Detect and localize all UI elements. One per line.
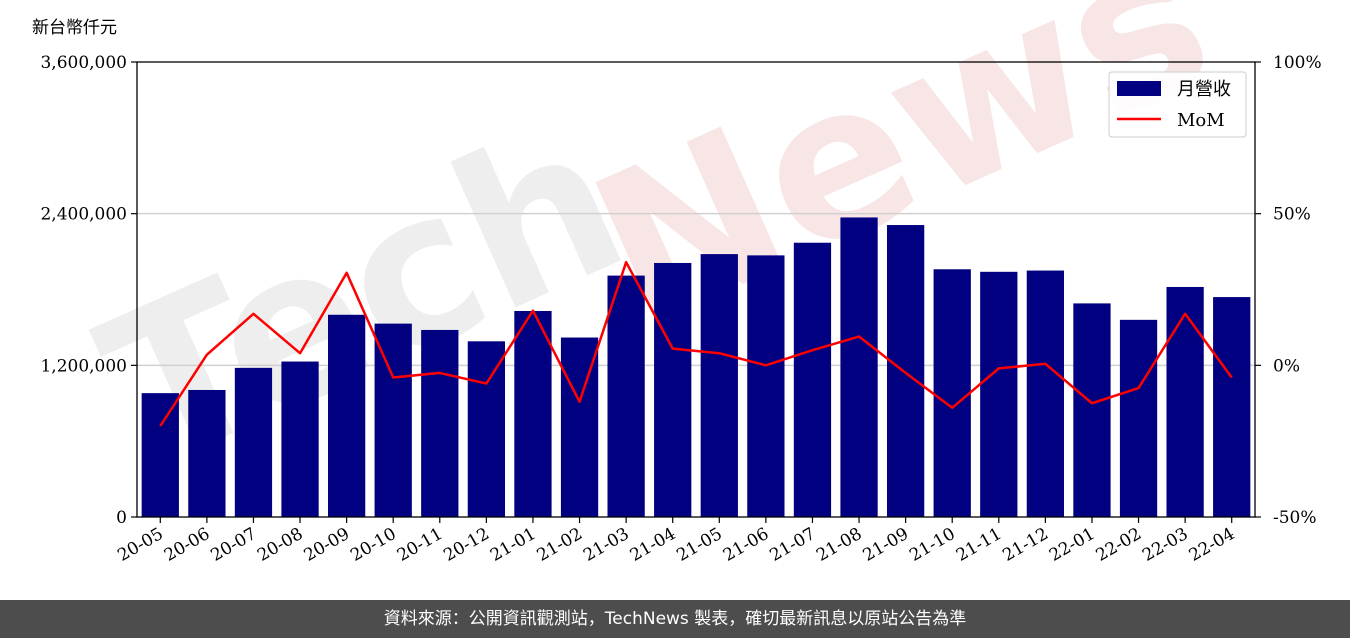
bar-20-06 bbox=[188, 389, 226, 517]
x-tick-label: 22-02 bbox=[1093, 524, 1145, 566]
bar-21-10 bbox=[933, 269, 971, 517]
x-tick-label: 21-07 bbox=[767, 524, 819, 566]
bar-21-08 bbox=[840, 217, 878, 518]
bar-20-11 bbox=[421, 329, 459, 517]
y-right-tick-label: -50% bbox=[1273, 508, 1317, 528]
grid-lines bbox=[137, 212, 1255, 367]
x-tick-label: 20-09 bbox=[301, 524, 353, 566]
bar-21-06 bbox=[747, 255, 785, 517]
bar-20-08 bbox=[281, 361, 319, 517]
x-tick-label: 21-09 bbox=[860, 524, 912, 566]
bar-21-03 bbox=[607, 275, 645, 517]
bar-21-09 bbox=[886, 225, 925, 517]
x-tick-label: 21-01 bbox=[487, 524, 539, 566]
source-footer: 資料來源：公開資訊觀測站，TechNews 製表，確切最新訊息以原站公告為準 bbox=[0, 600, 1350, 638]
y-left-tick-label: 1,200,000 bbox=[40, 356, 127, 376]
bar-20-12 bbox=[467, 341, 506, 517]
x-tick-label: 20-05 bbox=[114, 524, 166, 566]
x-tick-label: 21-05 bbox=[673, 524, 725, 566]
y-right-tick-label: 100% bbox=[1273, 53, 1322, 73]
x-tick-label: 21-08 bbox=[813, 524, 865, 566]
bar-22-02 bbox=[1119, 319, 1158, 517]
bar-20-09 bbox=[327, 314, 366, 517]
mom-line bbox=[159, 260, 1233, 427]
x-tick-label: 21-03 bbox=[580, 524, 632, 566]
x-tick-label: 20-06 bbox=[161, 524, 213, 566]
y-right-tick-label: 0% bbox=[1273, 356, 1300, 376]
x-tick-label: 20-12 bbox=[440, 524, 492, 566]
y-left-tick-label: 0 bbox=[116, 508, 127, 528]
bar-20-05 bbox=[141, 393, 179, 517]
legend: 月營收 MoM bbox=[1108, 71, 1247, 138]
x-tick-label: 21-06 bbox=[720, 524, 772, 566]
revenue-bars bbox=[141, 217, 1251, 518]
y-right-tick-label: 50% bbox=[1273, 205, 1311, 225]
bar-21-05 bbox=[700, 254, 738, 517]
bar-21-01 bbox=[514, 310, 552, 517]
y-left-tick-label: 3,600,000 bbox=[40, 53, 127, 73]
bar-21-12 bbox=[1026, 270, 1065, 517]
x-tick-label: 22-01 bbox=[1046, 524, 1098, 566]
x-tick-label: 20-10 bbox=[347, 524, 399, 566]
x-tick-label: 21-10 bbox=[906, 524, 958, 566]
y-left-tick-label: 2,400,000 bbox=[40, 205, 127, 225]
unit-label: 新台幣仟元 bbox=[32, 18, 117, 38]
x-tick-label: 21-11 bbox=[953, 524, 1005, 566]
bar-21-04 bbox=[654, 262, 692, 517]
mom-series-line bbox=[159, 260, 1233, 427]
x-tick-label: 20-08 bbox=[254, 524, 306, 566]
x-tick-label: 21-02 bbox=[534, 524, 586, 566]
x-tick-label: 21-04 bbox=[627, 524, 679, 566]
bar-20-10 bbox=[374, 323, 412, 517]
x-tick-label: 20-11 bbox=[394, 524, 446, 566]
plot-frame bbox=[136, 61, 1256, 518]
bar-22-01 bbox=[1073, 303, 1111, 517]
chart: Tech News 新台幣仟元 01,200,0002,400,0003,600… bbox=[32, 0, 1322, 566]
x-tick-label: 22-04 bbox=[1186, 524, 1238, 566]
x-tick-label: 21-12 bbox=[999, 524, 1051, 566]
legend-swatch-bar bbox=[1117, 81, 1161, 96]
bar-21-11 bbox=[980, 271, 1018, 517]
bar-22-04 bbox=[1213, 297, 1251, 517]
legend-label-bar: 月營收 bbox=[1177, 79, 1231, 100]
x-tick-label: 20-07 bbox=[208, 524, 260, 566]
bar-20-07 bbox=[234, 367, 273, 517]
bar-21-07 bbox=[793, 242, 832, 517]
x-tick-label: 22-03 bbox=[1139, 524, 1191, 566]
bar-22-03 bbox=[1166, 286, 1204, 517]
legend-label-line: MoM bbox=[1177, 110, 1225, 131]
